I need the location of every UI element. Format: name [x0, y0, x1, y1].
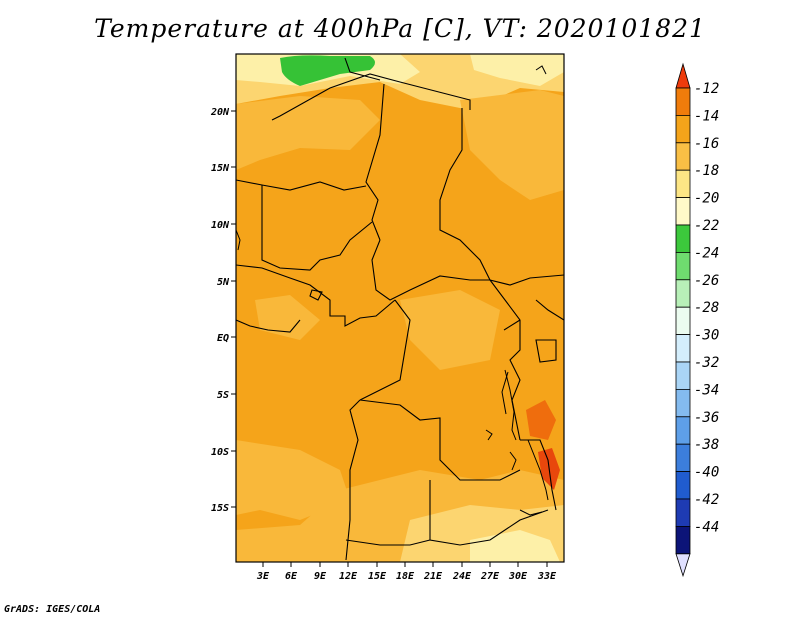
field-mid-west — [255, 295, 320, 340]
colorbar-swatch — [675, 416, 691, 445]
lon-tick-label: 18E — [396, 571, 415, 582]
colorbar-labels: -12 -14 -16 -18 -20 -22 -24 -26 -28 -30 -32 -34 -36 -… — [694, 81, 719, 535]
colorbar-swatch — [675, 197, 691, 226]
field-mid-center — [400, 290, 500, 370]
colorbar-swatch — [675, 142, 691, 171]
colorbar-label: -30 — [694, 328, 719, 344]
colorbar-swatch — [675, 471, 691, 500]
field-warm-east — [526, 400, 556, 440]
lon-tick-label: 33E — [537, 571, 557, 582]
colorbar-label: -26 — [694, 273, 719, 289]
colorbar-swatch — [675, 115, 691, 144]
lat-axis: 20N 15N 10N 5N EQ 5S 10S 15S — [210, 107, 236, 514]
colorbar-label: -42 — [694, 492, 719, 508]
field-mid-nw — [236, 96, 380, 170]
colorbar-label: -34 — [694, 382, 719, 398]
colorbar-swatch — [675, 306, 691, 336]
colorbar-swatch — [675, 388, 691, 418]
country-borders — [236, 57, 564, 561]
colorbar-label: -36 — [694, 410, 719, 426]
grads-credit: GrADS: IGES/COLA — [4, 604, 101, 615]
coastlines-lakes — [236, 65, 549, 516]
field-pale-northeast — [470, 54, 564, 86]
colorbar-label: -16 — [694, 136, 719, 152]
colorbar-swatch — [675, 87, 691, 116]
lat-tick-label: 10N — [211, 220, 230, 231]
map-title: Temperature at 400hPa [C], VT: 202010182… — [94, 14, 706, 43]
lon-tick-label: 6E — [285, 571, 298, 582]
colorbar-label: -14 — [694, 108, 719, 124]
colorbar-swatch — [675, 224, 691, 253]
colorbar-label: -18 — [694, 163, 719, 179]
colorbar-label: -24 — [694, 245, 719, 261]
colorbar — [675, 62, 691, 578]
map-panel — [235, 53, 565, 563]
lon-tick-label: 27E — [480, 571, 500, 582]
lon-tick-label: 30E — [508, 571, 528, 582]
lon-tick-label: 24E — [452, 571, 472, 582]
colorbar-swatch — [675, 361, 691, 390]
colorbar-swatch — [675, 279, 691, 308]
colorbar-label: -40 — [694, 465, 719, 481]
colorbar-label: -38 — [694, 437, 719, 453]
colorbar-label: -32 — [694, 355, 719, 371]
lat-tick-label: 10S — [211, 447, 229, 458]
lat-tick-label: 5S — [217, 390, 229, 401]
lon-axis: 3E 6E 9E 12E 15E 18E 21E 24E 27E 30E 33E — [256, 562, 557, 582]
map-frame — [235, 53, 565, 563]
colorbar-swatch — [675, 251, 691, 281]
colorbar-swatch — [675, 334, 691, 363]
lon-tick-label: 12E — [339, 571, 358, 582]
lat-tick-label: 20N — [210, 107, 230, 118]
field-green-cold — [280, 55, 375, 86]
colorbar-swatch — [675, 526, 691, 555]
colorbar-label: -22 — [694, 218, 719, 234]
colorbar-label: -12 — [694, 81, 719, 97]
colorbar-swatch — [675, 169, 691, 198]
lon-tick-label: 21E — [423, 571, 443, 582]
colorbar-label: -20 — [694, 191, 719, 207]
lon-tick-label: 3E — [256, 571, 270, 582]
colorbar-label: -28 — [694, 300, 719, 316]
lat-tick-label: EQ — [217, 333, 229, 344]
field-mid-sw — [236, 440, 350, 520]
lat-tick-label: 15N — [211, 163, 230, 174]
field-mid-ne — [460, 90, 564, 200]
lon-tick-label: 15E — [368, 571, 387, 582]
lat-tick-label: 5N — [217, 277, 230, 288]
colorbar-swatch — [675, 498, 691, 527]
colorbar-top-arrow — [675, 62, 691, 89]
colorbar-swatch — [675, 443, 691, 473]
colorbar-label: -44 — [694, 519, 719, 535]
lon-tick-label: 9E — [314, 571, 327, 582]
colorbar-bottom-arrow — [675, 553, 691, 578]
lat-tick-label: 15S — [211, 503, 229, 514]
